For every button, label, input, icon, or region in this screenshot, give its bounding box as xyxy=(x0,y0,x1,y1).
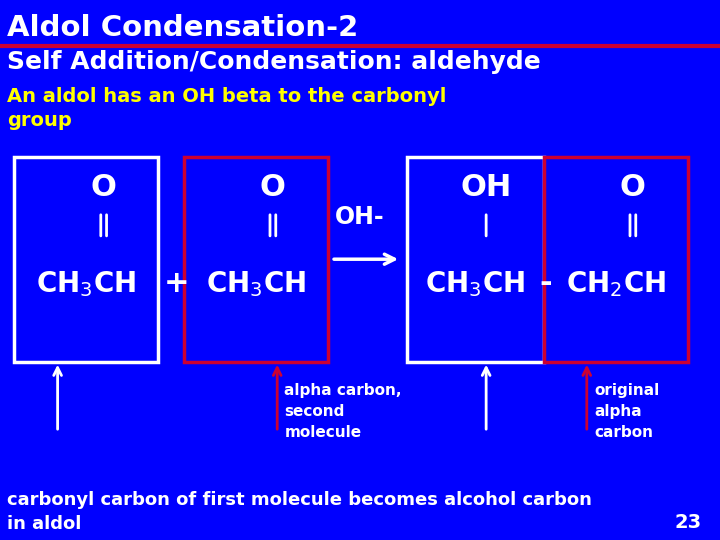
Text: carbonyl carbon of first molecule becomes alcohol carbon
in aldol: carbonyl carbon of first molecule become… xyxy=(7,491,592,533)
Text: An aldol has an OH beta to the carbonyl: An aldol has an OH beta to the carbonyl xyxy=(7,87,446,106)
Text: O: O xyxy=(260,173,286,202)
Text: -: - xyxy=(539,269,552,298)
Text: CH$_3$CH: CH$_3$CH xyxy=(37,269,136,299)
Text: CH$_3$CH: CH$_3$CH xyxy=(206,269,305,299)
Bar xyxy=(14,157,158,362)
Text: 23: 23 xyxy=(675,513,702,532)
Text: OH: OH xyxy=(461,173,512,202)
Text: original
alpha
carbon: original alpha carbon xyxy=(594,383,660,441)
Text: O: O xyxy=(620,173,646,202)
Text: alpha carbon,
second
molecule: alpha carbon, second molecule xyxy=(284,383,402,441)
Text: CH$_2$CH: CH$_2$CH xyxy=(566,269,665,299)
Text: Aldol Condensation-2: Aldol Condensation-2 xyxy=(7,14,359,42)
Bar xyxy=(184,157,328,362)
Bar xyxy=(407,157,544,362)
Text: OH-: OH- xyxy=(335,206,384,230)
Text: CH$_3$CH: CH$_3$CH xyxy=(426,269,525,299)
Text: +: + xyxy=(163,269,189,298)
Bar xyxy=(544,157,688,362)
Text: group: group xyxy=(7,111,72,130)
Text: Self Addition/Condensation: aldehyde: Self Addition/Condensation: aldehyde xyxy=(7,50,541,73)
Text: O: O xyxy=(91,173,117,202)
